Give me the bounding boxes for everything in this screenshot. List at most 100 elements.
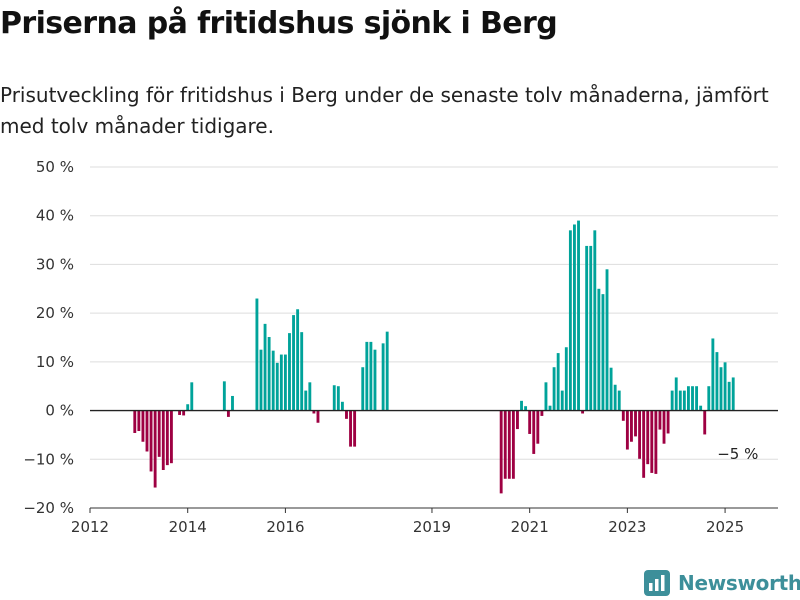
bar [691, 386, 694, 411]
y-tick-label: 50 % [36, 158, 74, 176]
bar [703, 410, 707, 435]
bar [296, 309, 300, 411]
bar [283, 354, 287, 411]
bar [365, 341, 369, 411]
bar [161, 410, 165, 470]
bar [137, 410, 141, 432]
bar-chart-logo-icon [644, 570, 670, 596]
bar [141, 410, 145, 442]
bar [711, 338, 715, 411]
bar [279, 354, 283, 411]
bar [601, 294, 605, 411]
y-tick-label: 40 % [36, 207, 74, 225]
newsworthy-logo: Newsworthy [644, 568, 800, 598]
bar [165, 410, 169, 466]
x-tick-label: 2012 [71, 518, 109, 536]
bar [532, 410, 536, 454]
bar [642, 410, 646, 478]
bar [271, 350, 275, 411]
grid-lines [90, 166, 778, 509]
bar [145, 410, 149, 452]
bar [674, 377, 678, 411]
bar [650, 410, 654, 473]
bar [503, 410, 507, 479]
bar [292, 315, 295, 411]
brand-name: Newsworthy [678, 571, 800, 595]
bar [275, 362, 279, 411]
bar [133, 410, 137, 433]
y-tick-label: −20 % [23, 499, 74, 517]
bar [621, 410, 625, 421]
bar [169, 410, 173, 464]
bar [524, 406, 528, 411]
bar [520, 400, 523, 411]
bar [597, 288, 601, 411]
bar [304, 390, 308, 411]
x-tick-label: 2023 [608, 518, 646, 536]
bar [613, 384, 617, 411]
x-tick-label: 2016 [266, 518, 304, 536]
bar [617, 390, 621, 411]
bar [625, 410, 629, 450]
bar [178, 410, 181, 415]
bar [568, 230, 572, 411]
bar [687, 386, 690, 411]
bar [385, 331, 389, 411]
bar [226, 410, 230, 417]
x-tick-label: 2019 [413, 518, 451, 536]
x-axis: 2012 2014 2016 2019 2021 2023 2025 [71, 507, 778, 536]
bar [349, 410, 352, 447]
bar [186, 404, 190, 411]
y-tick-label: −10 % [23, 450, 74, 468]
x-tick-label: 2025 [706, 518, 744, 536]
bar [340, 401, 344, 411]
bar [182, 410, 186, 416]
y-tick-label: 10 % [36, 353, 74, 371]
bar [499, 410, 503, 494]
bar [682, 390, 686, 411]
bar [507, 410, 511, 479]
bar [662, 410, 666, 444]
bar [255, 298, 259, 411]
bar [336, 386, 340, 411]
y-tick-label: 30 % [36, 255, 74, 273]
bar [731, 377, 735, 411]
bar [646, 410, 650, 465]
bar [231, 395, 234, 411]
bar [516, 410, 519, 430]
chart-title: Priserna på fritidshus sjönk i Berg [0, 6, 558, 41]
bars [133, 220, 735, 494]
bar [316, 410, 320, 423]
bar [630, 410, 633, 442]
bar [666, 410, 670, 434]
bar [312, 410, 316, 414]
bar [259, 349, 263, 411]
bar [511, 410, 515, 479]
bar [222, 381, 226, 411]
bar [593, 230, 597, 411]
bar [369, 341, 373, 411]
bar [560, 390, 564, 411]
chart-subtitle: Prisutveckling för fritidshus i Berg und… [0, 83, 769, 138]
bar [564, 347, 568, 411]
bar [540, 410, 544, 416]
bar [707, 386, 711, 411]
bar [605, 269, 609, 411]
y-tick-label: 20 % [36, 304, 74, 322]
bar [678, 390, 682, 411]
bar [585, 245, 589, 411]
bar [589, 245, 593, 411]
bar [373, 349, 377, 411]
bar [654, 410, 658, 474]
bar [528, 410, 532, 434]
bar [715, 352, 719, 411]
bar [581, 410, 585, 414]
bar [353, 410, 357, 447]
bar [670, 390, 674, 411]
bar [723, 362, 727, 411]
bar [638, 410, 642, 459]
bar [536, 410, 540, 444]
bar [548, 405, 552, 411]
bar [658, 410, 662, 430]
